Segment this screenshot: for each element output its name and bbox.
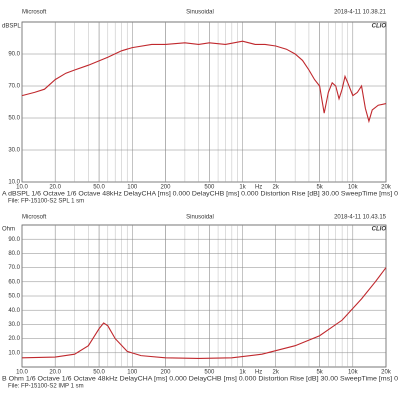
y-tick-label: 50.0	[8, 294, 20, 300]
x-tick-label: 20.0	[49, 370, 61, 376]
app-name: Microsoft	[22, 215, 47, 221]
x-tick-label: 10k	[348, 185, 359, 191]
timestamp: 2018-4-11 10.43.15	[334, 215, 387, 221]
x-tick-label: 100	[127, 370, 138, 376]
x-tick-label: 10.0	[16, 370, 28, 376]
y-tick-label: 60.0	[8, 279, 20, 285]
x-tick-label: 20k	[381, 185, 392, 191]
x-tick-label: 2k	[273, 185, 280, 191]
y-axis-label: dBSPL	[2, 24, 21, 30]
x-tick-label: 500	[204, 370, 215, 376]
file-name: File: FP-15100-S2 SPL 1 sm	[8, 199, 84, 205]
brand: CLIO	[372, 227, 387, 233]
x-tick-label: 100	[127, 185, 138, 191]
x-tick-label: 200	[160, 185, 171, 191]
y-tick-label: 10.0	[8, 350, 20, 356]
x-tick-label: 1k	[239, 185, 246, 191]
plot-frame	[21, 21, 387, 183]
brand: CLIO	[372, 24, 387, 30]
data-line	[21, 40, 387, 124]
x-tick-label: 20.0	[49, 185, 61, 191]
y-tick-label: 30.0	[8, 148, 20, 154]
footer-settings: A dBSPL 1/6 Octave 1/6 Octave 48kHz Dela…	[2, 192, 399, 198]
y-tick-label: 70.0	[8, 265, 20, 271]
mode: Sinusoidal	[186, 215, 214, 221]
file-name: File: FP-15100-S2 IMP 1 sm	[8, 384, 84, 390]
y-tick-label: 10.0	[8, 180, 20, 186]
mode: Sinusoidal	[186, 10, 214, 16]
y-tick-label: 40.0	[8, 308, 20, 314]
x-tick-label: 10.0	[16, 185, 28, 191]
x-tick-label: 20k	[381, 370, 392, 376]
y-tick-label: 90.0	[8, 52, 20, 58]
data-line	[21, 267, 387, 360]
x-tick-label: 5k	[316, 370, 323, 376]
x-tick-label: 50.0	[93, 185, 105, 191]
footer-settings: B Ohm 1/6 Octave 1/6 Octave 48kHz DelayC…	[2, 377, 399, 383]
y-tick-label: 30.0	[8, 322, 20, 328]
x-tick-label: 2k	[273, 370, 280, 376]
x-tick-label: 500	[204, 185, 215, 191]
x-tick-label: 5k	[316, 185, 323, 191]
y-tick-label: 50.0	[8, 116, 20, 122]
y-tick-label: 20.0	[8, 336, 20, 342]
x-tick-label: 200	[160, 370, 171, 376]
x-tick-label: 1k	[239, 370, 246, 376]
y-tick-label: 80.0	[8, 251, 20, 257]
x-tick-label: 10k	[348, 370, 359, 376]
y-axis-label: Ohm	[2, 227, 15, 233]
x-unit: Hz	[255, 185, 262, 191]
x-unit: Hz	[255, 370, 262, 376]
app-name: Microsoft	[22, 10, 47, 16]
y-tick-label: 90.0	[8, 237, 20, 243]
timestamp: 2018-4-11 10.38.21	[334, 10, 387, 16]
y-tick-label: 70.0	[8, 84, 20, 90]
x-tick-label: 50.0	[93, 370, 105, 376]
